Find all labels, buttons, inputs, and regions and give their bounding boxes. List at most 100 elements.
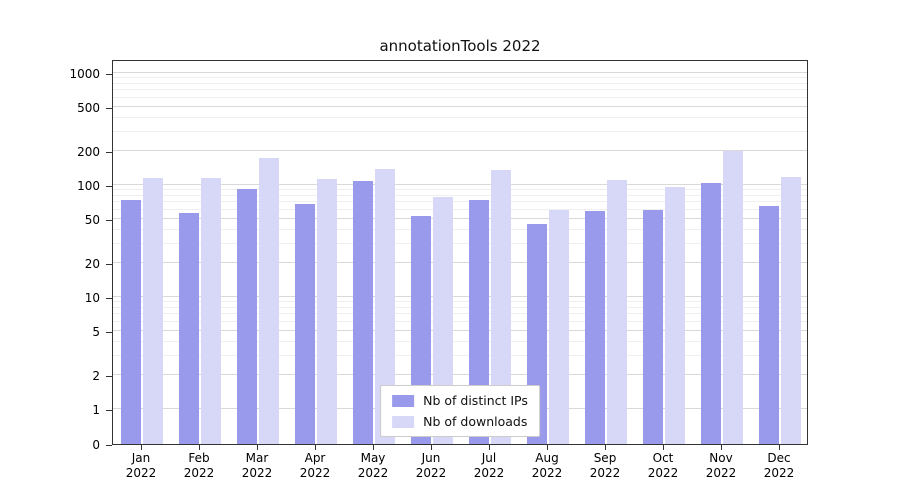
bar-downloads <box>433 197 453 444</box>
minor-gridline <box>113 321 807 322</box>
bar-downloads <box>607 180 627 444</box>
bar-distinct-ips <box>179 213 199 444</box>
year-label: 2022 <box>705 466 737 480</box>
minor-gridline <box>113 97 807 98</box>
legend-item-downloads: Nb of downloads <box>392 414 528 429</box>
bar-downloads <box>375 169 395 444</box>
x-axis-tick-mark <box>605 445 606 450</box>
x-axis-tick-label: Nov 2022 <box>692 451 750 481</box>
x-axis-tick-label: Feb 2022 <box>170 451 228 481</box>
x-axis-tick-mark <box>141 445 142 450</box>
month-label: May <box>360 451 386 465</box>
year-label: 2022 <box>763 466 795 480</box>
month-label: Aug <box>535 451 559 465</box>
x-axis-tick-mark <box>779 445 780 450</box>
x-axis-tick-mark <box>663 445 664 450</box>
y-axis-tick-label: 2 <box>92 369 100 383</box>
bar-distinct-ips <box>643 210 663 444</box>
minor-gridline <box>113 89 807 90</box>
y-axis-tick-mark <box>106 220 112 221</box>
legend: Nb of distinct IPs Nb of downloads <box>380 385 540 437</box>
y-axis-tick-label: 1000 <box>69 67 100 81</box>
year-label: 2022 <box>241 466 273 480</box>
bar-downloads <box>143 178 163 444</box>
minor-gridline <box>113 83 807 84</box>
y-axis-tick-label: 10 <box>84 291 100 305</box>
month-label: Feb <box>188 451 210 465</box>
y-axis-tick-label: 200 <box>77 145 100 159</box>
minor-gridline <box>113 77 807 78</box>
bar-downloads <box>491 170 511 444</box>
y-axis-tick-mark <box>106 152 112 153</box>
legend-swatch-downloads <box>392 415 415 428</box>
x-axis-tick-mark <box>257 445 258 450</box>
x-axis-tick-mark <box>547 445 548 450</box>
minor-gridline <box>113 301 807 302</box>
chart-title: annotationTools 2022 <box>379 37 541 55</box>
minor-gridline <box>113 307 807 308</box>
x-axis-tick-label: Jul 2022 <box>460 451 518 481</box>
major-gridline <box>113 262 807 263</box>
bar-distinct-ips <box>295 204 315 444</box>
month-label: Jan <box>131 451 151 465</box>
y-axis-tick-mark <box>106 298 112 299</box>
y-axis-tick-mark <box>106 264 112 265</box>
month-label: Mar <box>245 451 269 465</box>
major-gridline <box>113 150 807 151</box>
x-axis-tick-label: Dec 2022 <box>750 451 808 481</box>
x-axis-tick-label: Apr 2022 <box>286 451 344 481</box>
legend-label-downloads: Nb of downloads <box>423 414 528 429</box>
bar-distinct-ips <box>237 189 257 444</box>
y-axis-tick-label: 20 <box>84 257 100 271</box>
year-label: 2022 <box>473 466 505 480</box>
year-label: 2022 <box>299 466 331 480</box>
x-axis-tick-mark <box>199 445 200 450</box>
minor-gridline <box>113 209 807 210</box>
minor-gridline <box>113 195 807 196</box>
x-axis-tick-mark <box>315 445 316 450</box>
major-gridline <box>113 218 807 219</box>
minor-gridline <box>113 229 807 230</box>
minor-gridline <box>113 189 807 190</box>
minor-gridline <box>113 117 807 118</box>
major-gridline <box>113 330 807 331</box>
minor-gridline <box>113 131 807 132</box>
x-axis-tick-label: Oct 2022 <box>634 451 692 481</box>
x-axis-tick-mark <box>373 445 374 450</box>
y-axis-tick-label: 50 <box>84 213 100 227</box>
plot-area: Nb of distinct IPs Nb of downloads <box>112 60 808 445</box>
month-label: Dec <box>767 451 791 465</box>
month-label: Apr <box>304 451 326 465</box>
x-axis-tick-mark <box>489 445 490 450</box>
major-gridline <box>113 184 807 185</box>
y-axis-tick-mark <box>106 376 112 377</box>
bar-distinct-ips <box>121 200 141 444</box>
month-label: Sep <box>593 451 617 465</box>
y-axis-tick-mark <box>106 108 112 109</box>
bar-downloads <box>665 187 685 444</box>
minor-gridline <box>113 355 807 356</box>
bar-distinct-ips <box>759 206 779 444</box>
bar-downloads <box>781 177 801 444</box>
x-axis-tick-mark <box>431 445 432 450</box>
y-axis-tick-label: 1 <box>92 403 100 417</box>
minor-gridline <box>113 201 807 202</box>
year-label: 2022 <box>357 466 389 480</box>
y-axis-tick-label: 5 <box>92 325 100 339</box>
month-label: Jul <box>481 451 497 465</box>
x-axis-tick-mark <box>721 445 722 450</box>
year-label: 2022 <box>531 466 563 480</box>
x-axis-tick-label: May 2022 <box>344 451 402 481</box>
minor-gridline <box>113 341 807 342</box>
y-axis-tick-label: 0 <box>92 438 100 452</box>
y-axis-tick-mark <box>106 445 112 446</box>
legend-label-distinct-ips: Nb of distinct IPs <box>423 393 528 408</box>
x-axis-tick-label: Jan 2022 <box>112 451 170 481</box>
bar-downloads <box>723 151 743 444</box>
major-gridline <box>113 374 807 375</box>
legend-swatch-distinct-ips <box>392 394 415 407</box>
year-label: 2022 <box>589 466 621 480</box>
legend-item-distinct-ips: Nb of distinct IPs <box>392 393 528 408</box>
month-label: Oct <box>652 451 674 465</box>
